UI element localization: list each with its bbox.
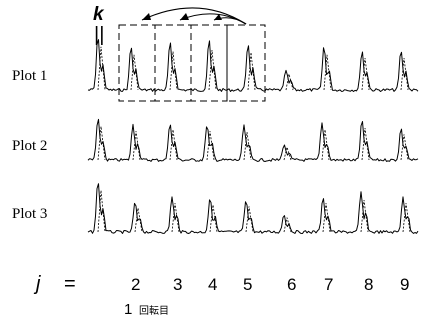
window-box-2 — [118, 24, 156, 102]
j-tick-8: 8 — [364, 275, 373, 294]
plot-1-label: Plot 1 — [12, 68, 47, 84]
j-tick-4: 4 — [208, 275, 217, 294]
window-box-5 — [226, 24, 266, 102]
trace-overlay-plot-1 — [97, 46, 409, 91]
shift-arrows — [141, 7, 247, 25]
window-box-4 — [190, 24, 228, 102]
j-equals-sign: = — [64, 273, 76, 295]
k-label: k — [93, 4, 105, 25]
arrowhead-short — [214, 14, 222, 20]
j-tick-labels: 2 3 4 5 6 7 8 9 — [131, 275, 409, 294]
trace-plot-2 — [87, 118, 419, 162]
trace-overlay-plot-3 — [97, 190, 411, 233]
waveform-traces — [87, 39, 419, 234]
arrowhead-long — [142, 13, 151, 20]
j-tick-9: 9 — [400, 275, 409, 294]
arrowhead-mid — [180, 13, 189, 20]
shift-arrow-long — [141, 7, 247, 25]
plot-3-label: Plot 3 — [12, 206, 47, 222]
dashed-window-boxes — [118, 24, 266, 102]
trace-overlay-plot-2 — [97, 126, 409, 161]
trace-plot-3 — [87, 183, 419, 234]
k-equals-sign: || — [94, 24, 104, 46]
first-rotation-number: 1 — [124, 301, 132, 318]
plot-2-label: Plot 2 — [12, 138, 47, 154]
j-tick-5: 5 — [243, 275, 252, 294]
j-tick-7: 7 — [324, 275, 333, 294]
first-rotation-text: 回転目 — [139, 305, 169, 317]
j-tick-6: 6 — [287, 275, 296, 294]
window-box-3 — [154, 24, 192, 102]
j-label: j — [33, 273, 41, 295]
j-tick-3: 3 — [173, 275, 182, 294]
j-tick-2: 2 — [131, 275, 140, 294]
